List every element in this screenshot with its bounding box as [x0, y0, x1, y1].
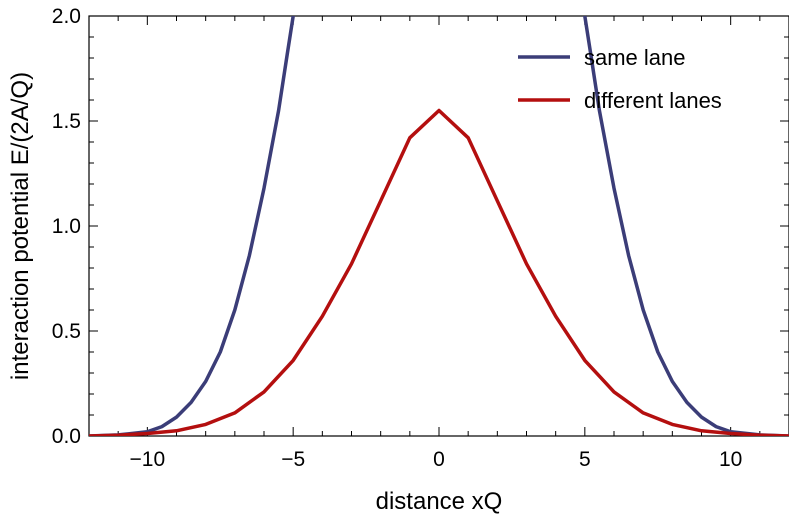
x-tick-label: 5 — [579, 448, 591, 471]
plot-frame — [88, 15, 789, 437]
y-tick-label: 1.5 — [52, 110, 81, 133]
x-tick-label: 10 — [719, 448, 742, 471]
legend-label-same-lane: same lane — [584, 45, 686, 70]
series-line-different-lanes — [89, 108, 789, 436]
y-tick-label: 0.5 — [52, 320, 81, 343]
x-tick-label: −10 — [130, 448, 166, 471]
x-tick-label: 0 — [433, 448, 445, 471]
legend: same lane different lanes — [518, 45, 722, 113]
legend-label-different-lanes: different lanes — [584, 88, 722, 113]
x-tick-label: −5 — [281, 448, 305, 471]
y-tick-label: 2.0 — [52, 5, 81, 28]
y-tick-label: 1.0 — [52, 215, 81, 238]
x-axis-label: distance xQ — [376, 488, 503, 515]
y-axis-label: interaction potential E/(2A/Q) — [7, 72, 34, 380]
series-line-same-lane — [89, 16, 295, 436]
axis-ticks — [88, 15, 789, 437]
y-tick-label: 0.0 — [52, 425, 81, 448]
tick-labels: −10 −5 0 5 10 0.0 0.5 1.0 1.5 2.0 — [52, 5, 743, 471]
series-line-same-lane — [583, 16, 789, 436]
series-layer — [89, 16, 789, 436]
